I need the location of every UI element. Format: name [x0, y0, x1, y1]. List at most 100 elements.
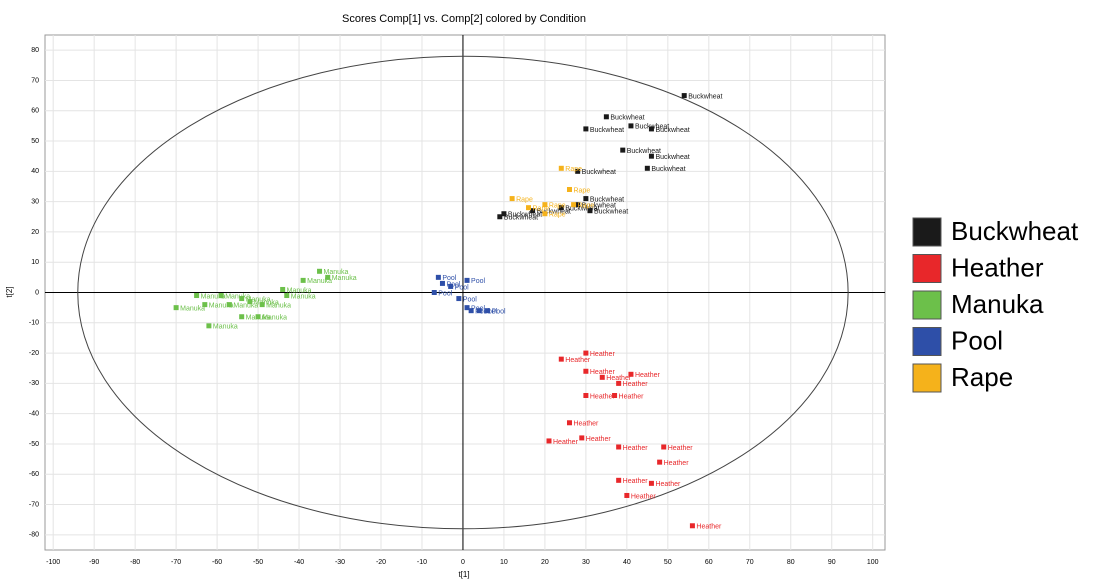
point: [681, 93, 687, 99]
point: [583, 196, 589, 202]
y-tick-label: 50: [31, 138, 39, 145]
point: [628, 123, 634, 129]
point-label: Heather: [565, 357, 591, 364]
point-label: Rape: [565, 166, 582, 173]
point-label: Heather: [590, 369, 616, 376]
y-tick-label: 30: [31, 198, 39, 205]
point: [657, 459, 663, 465]
point-label: Pool: [446, 281, 460, 288]
point-label: Heather: [573, 421, 599, 428]
point-label: Manuka: [213, 324, 238, 331]
point-label: Manuka: [291, 293, 316, 300]
y-tick-label: -10: [29, 320, 39, 327]
point-label: Buckwheat: [565, 206, 599, 213]
point: [247, 299, 253, 305]
point-label: Manuka: [209, 302, 234, 309]
point-label: Heather: [623, 478, 649, 485]
x-tick-label: 0: [461, 559, 465, 566]
point-label: Rape: [578, 202, 595, 209]
x-tick-label: 40: [623, 559, 631, 566]
point-label: Buckwheat: [594, 209, 628, 216]
x-tick-label: -90: [89, 559, 99, 566]
y-axis-label: t[2]: [5, 286, 14, 297]
point-label: Heather: [631, 493, 657, 500]
x-tick-label: -100: [46, 559, 60, 566]
chart-title: Scores Comp[1] vs. Comp[2] colored by Co…: [342, 13, 586, 25]
point: [542, 211, 548, 217]
point-label: Pool: [438, 290, 452, 297]
point-label: Manuka: [233, 302, 258, 309]
point: [226, 302, 232, 308]
point-label: Heather: [606, 375, 632, 382]
point: [239, 296, 245, 302]
y-tick-label: 60: [31, 108, 39, 115]
x-tick-label: -30: [335, 559, 345, 566]
y-tick-label: -40: [29, 411, 39, 418]
point-label: Heather: [668, 445, 694, 452]
point-label: Rape: [533, 206, 550, 213]
point-label: Heather: [623, 381, 649, 388]
x-tick-label: -10: [417, 559, 427, 566]
point-label: Pool: [442, 275, 456, 282]
x-axis-label: t[1]: [458, 570, 469, 579]
point: [317, 268, 323, 274]
point: [558, 205, 564, 211]
point: [689, 523, 695, 529]
point: [255, 314, 261, 320]
point: [644, 165, 650, 171]
point: [501, 211, 507, 217]
legend-swatch: [912, 254, 942, 283]
y-tick-label: -50: [29, 441, 39, 448]
point: [431, 290, 437, 295]
point: [575, 202, 581, 208]
point-label: Heather: [696, 524, 722, 531]
x-tick-label: -20: [376, 559, 386, 566]
x-tick-label: 100: [867, 559, 879, 566]
point-label: Buckwheat: [655, 154, 689, 161]
x-tick-label: -60: [212, 559, 222, 566]
point: [218, 293, 224, 299]
point-label: Manuka: [262, 315, 287, 322]
point-label: Rape: [549, 202, 566, 209]
point: [468, 308, 474, 314]
point: [566, 187, 572, 192]
point-label: Pool: [475, 309, 489, 316]
point: [620, 147, 626, 153]
point-label: Heather: [590, 393, 616, 400]
legend-swatch: [912, 290, 942, 320]
point-label: Buckwheat: [508, 212, 542, 219]
x-tick-label: 70: [746, 559, 754, 566]
y-tick-label: 0: [35, 289, 39, 296]
x-tick-label: 10: [500, 559, 508, 566]
point-label: Buckwheat: [590, 196, 624, 203]
point-label: Heather: [655, 481, 681, 488]
point-label: Buckwheat: [655, 127, 689, 134]
point: [616, 477, 622, 483]
point-label: Manuka: [201, 293, 226, 300]
point: [497, 214, 503, 220]
point: [284, 293, 290, 299]
point: [583, 350, 589, 356]
legend-swatch: [912, 217, 942, 247]
point-label: Pool: [471, 278, 485, 285]
point: [648, 126, 654, 132]
point: [280, 286, 286, 292]
point: [448, 283, 454, 289]
y-tick-label: 70: [31, 77, 39, 84]
point: [439, 280, 445, 286]
x-tick-label: -80: [130, 559, 140, 566]
legend-swatch: [912, 327, 942, 356]
point-label: Manuka: [307, 278, 332, 285]
x-tick-label: 30: [582, 559, 590, 566]
point: [583, 368, 589, 374]
point: [435, 274, 441, 280]
point: [616, 444, 622, 450]
point: [530, 208, 536, 214]
point: [616, 380, 622, 386]
point-label: Buckwheat: [537, 209, 571, 216]
x-tick-label: 50: [664, 559, 672, 566]
point-label: Manuka: [225, 293, 250, 300]
y-tick-label: -30: [29, 380, 39, 387]
legend-label: Rape: [951, 362, 1013, 392]
point: [173, 305, 179, 311]
